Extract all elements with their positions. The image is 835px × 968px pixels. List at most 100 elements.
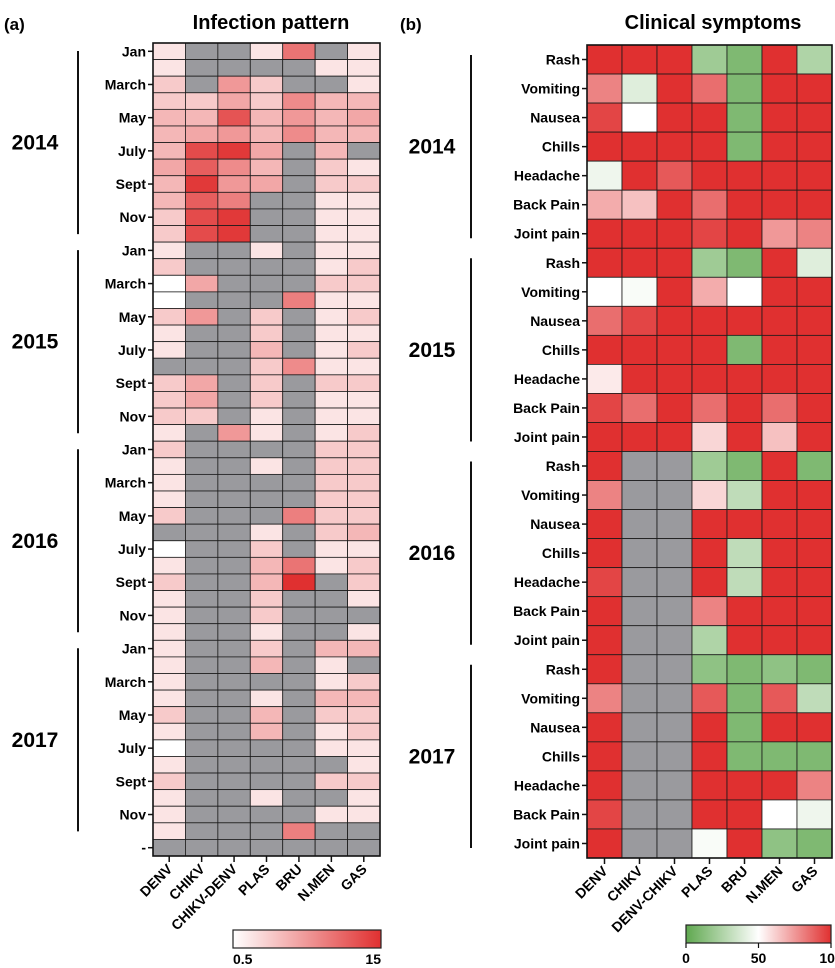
heatmap-cell xyxy=(347,772,381,791)
heatmap-cell xyxy=(347,789,381,807)
row-label: Nausea xyxy=(530,719,580,735)
heatmap-cell xyxy=(249,108,284,127)
heatmap-cell xyxy=(185,125,219,143)
heatmap-cell xyxy=(152,59,186,77)
heatmap-cell xyxy=(152,490,186,508)
heatmap-cell xyxy=(656,654,693,685)
heatmap-cell xyxy=(282,839,316,857)
heatmap-cell xyxy=(621,334,658,365)
heatmap-cell xyxy=(656,276,693,307)
heatmap-cell xyxy=(217,507,251,525)
panel-b: (b) Clinical symptoms Rash Vomiting Nausea… xyxy=(400,12,835,966)
heatmap-cell xyxy=(796,73,833,104)
heatmap-cell xyxy=(282,739,316,757)
heatmap-cell xyxy=(586,44,623,75)
heatmap-cell xyxy=(217,274,251,293)
heatmap-cell xyxy=(656,393,693,423)
heatmap-cell xyxy=(761,247,798,278)
heatmap-cell xyxy=(726,131,763,162)
heatmap-cell xyxy=(621,538,658,569)
heatmap-cell xyxy=(347,673,381,691)
heatmap-cell xyxy=(347,822,381,840)
heatmap-cell xyxy=(217,556,251,575)
heatmap-cell xyxy=(726,538,763,569)
heatmap-cell xyxy=(185,142,219,160)
heatmap-cell xyxy=(691,828,728,859)
heatmap-cell xyxy=(796,44,833,75)
heatmap-cell xyxy=(796,596,833,627)
row-label: Sept xyxy=(116,574,147,590)
heatmap-cell xyxy=(217,108,251,127)
heatmap-cell xyxy=(282,789,316,807)
heatmap-cell xyxy=(314,324,348,343)
heatmap-cell xyxy=(726,712,763,743)
heatmap-cell xyxy=(249,42,284,60)
heatmap-cell xyxy=(314,274,348,293)
heatmap-cell xyxy=(761,654,798,685)
heatmap-cell xyxy=(185,822,219,840)
heatmap-cell xyxy=(282,473,316,492)
row-label: July xyxy=(118,342,146,358)
heatmap-cell xyxy=(621,393,658,423)
heatmap-cell xyxy=(217,291,251,309)
heatmap-cell xyxy=(185,324,219,343)
heatmap-cell xyxy=(691,451,728,481)
heatmap-cell xyxy=(185,540,219,558)
heatmap-cell xyxy=(586,480,623,510)
panel-a-colorbar xyxy=(232,929,382,949)
heatmap-cell xyxy=(347,407,381,426)
heatmap-cell xyxy=(347,639,381,658)
heatmap-cell xyxy=(217,241,251,260)
heatmap-cell xyxy=(347,374,381,392)
heatmap-cell xyxy=(586,828,623,859)
heatmap-cell xyxy=(185,789,219,807)
heatmap-cell xyxy=(726,509,763,540)
heatmap-cell xyxy=(217,142,251,160)
heatmap-cell xyxy=(621,683,658,714)
column-label: GAS xyxy=(337,861,370,894)
heatmap-cell xyxy=(249,374,284,392)
heatmap-cell xyxy=(796,247,833,278)
heatmap-cell xyxy=(796,538,833,569)
heatmap-cell xyxy=(347,573,381,591)
year-label: 2017 xyxy=(12,729,59,752)
heatmap-cell xyxy=(152,241,186,260)
heatmap-cell xyxy=(314,656,348,674)
heatmap-cell xyxy=(282,556,316,575)
heatmap-cell xyxy=(347,556,381,575)
heatmap-cell xyxy=(726,683,763,714)
panel-b-title: Clinical symptoms xyxy=(625,12,802,34)
heatmap-cell xyxy=(185,75,219,94)
heatmap-cell xyxy=(185,341,219,359)
heatmap-cell xyxy=(691,654,728,685)
row-label: Rash xyxy=(546,255,580,271)
row-label: July xyxy=(118,740,146,756)
heatmap-cell xyxy=(761,131,798,162)
heatmap-cell xyxy=(217,656,251,674)
heatmap-cell xyxy=(726,451,763,481)
heatmap-cell xyxy=(796,828,833,859)
row-label: May xyxy=(119,110,146,126)
heatmap-cell xyxy=(796,654,833,685)
heatmap-cell xyxy=(217,772,251,791)
heatmap-cell xyxy=(347,241,381,260)
heatmap-cell xyxy=(761,160,798,191)
heatmap-cell xyxy=(185,756,219,774)
panel-b-colorbar xyxy=(685,924,832,944)
heatmap-cell xyxy=(796,102,833,133)
heatmap-cell xyxy=(761,509,798,540)
row-label: Sept xyxy=(116,176,147,192)
heatmap-cell xyxy=(249,191,284,210)
row-label: Chills xyxy=(542,545,580,561)
row-label: Joint pain xyxy=(514,429,580,445)
heatmap-cell xyxy=(249,208,284,226)
heatmap-cell xyxy=(217,92,251,110)
heatmap-cell xyxy=(656,625,693,656)
heatmap-cell xyxy=(796,683,833,714)
heatmap-cell xyxy=(656,305,693,336)
heatmap-cell xyxy=(185,108,219,127)
heatmap-cell xyxy=(152,407,186,426)
heatmap-cell xyxy=(249,258,284,276)
heatmap-cell xyxy=(152,756,186,774)
heatmap-cell xyxy=(217,706,251,724)
